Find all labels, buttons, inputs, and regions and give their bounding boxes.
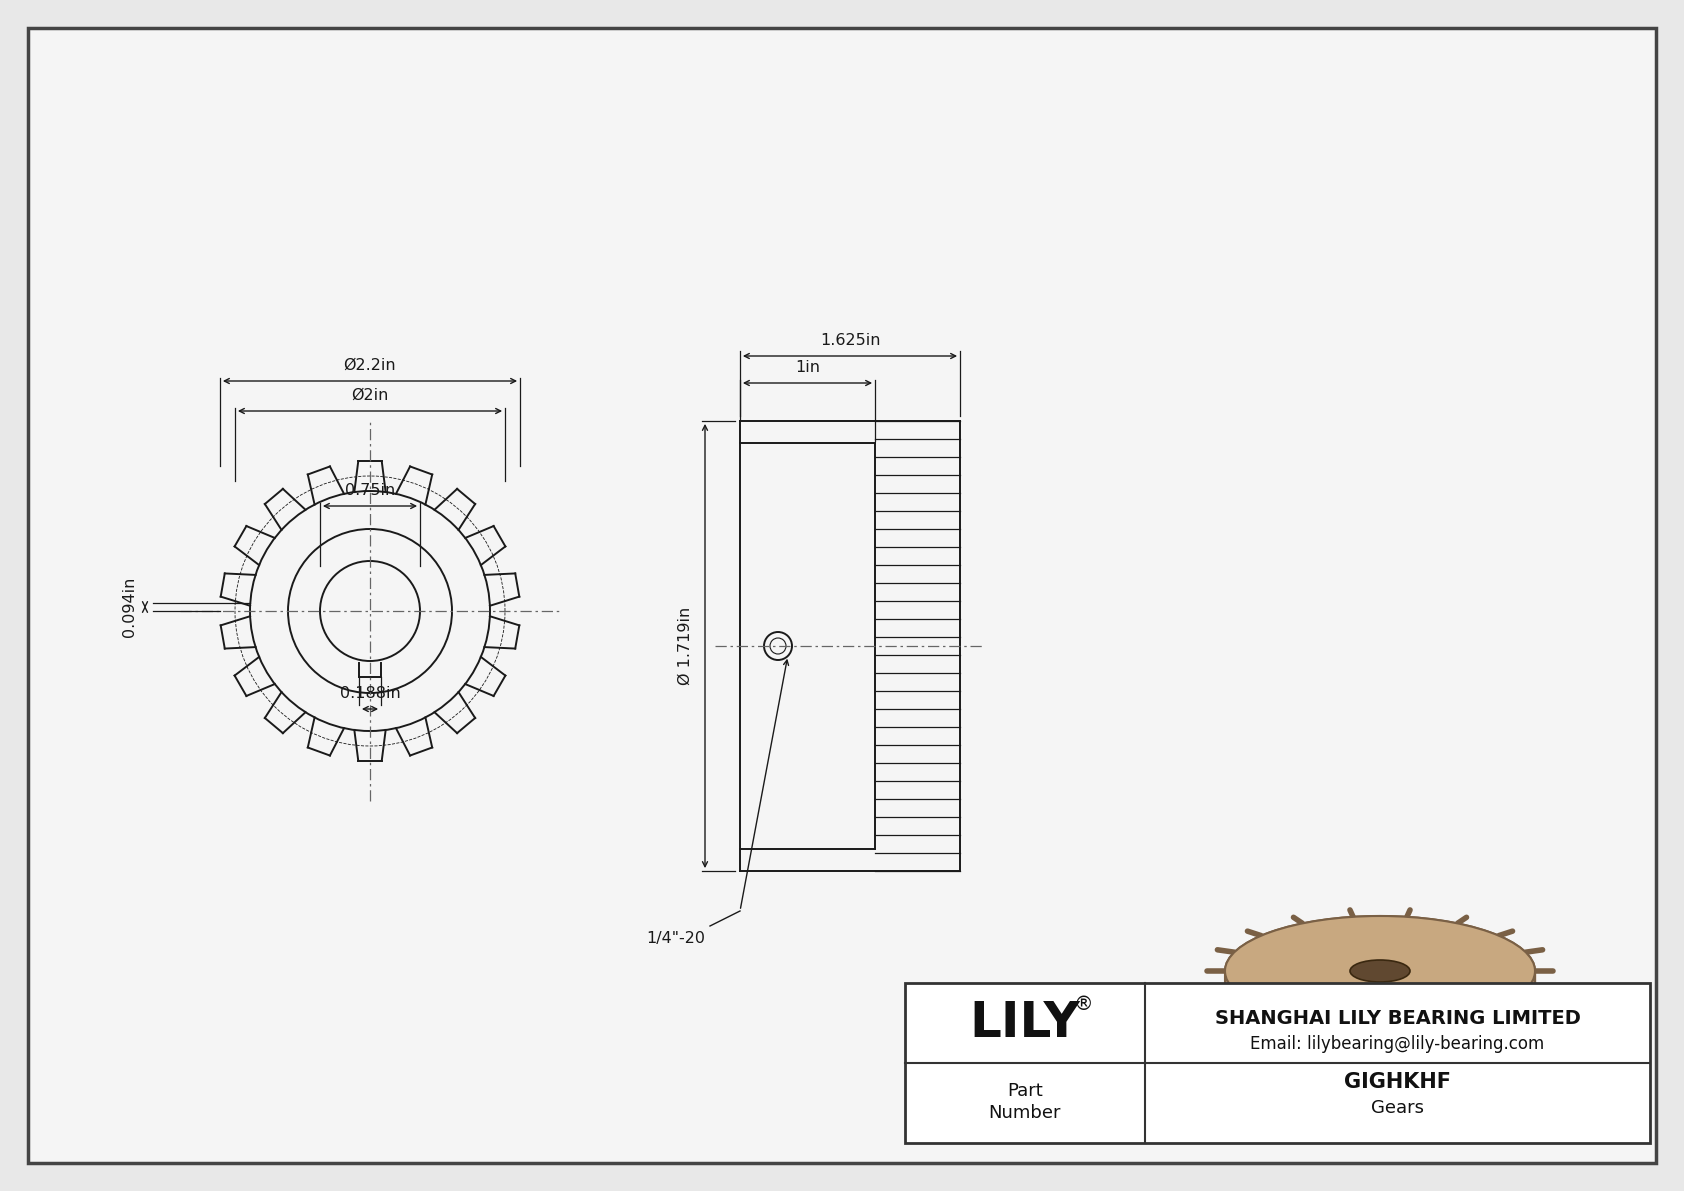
Ellipse shape bbox=[1224, 1016, 1536, 1125]
Bar bbox=[904, 983, 1650, 1143]
Text: 0.188in: 0.188in bbox=[340, 686, 401, 701]
Text: SHANGHAI LILY BEARING LIMITED: SHANGHAI LILY BEARING LIMITED bbox=[1214, 1009, 1581, 1028]
Circle shape bbox=[1511, 1016, 1521, 1025]
Text: Number: Number bbox=[989, 1104, 1061, 1122]
Text: Ø2in: Ø2in bbox=[352, 388, 389, 403]
Text: 0.094in: 0.094in bbox=[121, 576, 136, 637]
Text: GIGHKHF: GIGHKHF bbox=[1344, 1072, 1452, 1092]
Text: 0.75in: 0.75in bbox=[345, 484, 396, 498]
Ellipse shape bbox=[1224, 916, 1536, 1025]
Ellipse shape bbox=[1224, 916, 1536, 1025]
Text: 1in: 1in bbox=[795, 360, 820, 375]
Text: Ø 1.719in: Ø 1.719in bbox=[679, 607, 694, 685]
Text: ®: ® bbox=[1073, 996, 1093, 1015]
Text: Ø2.2in: Ø2.2in bbox=[344, 358, 396, 373]
Text: 1.625in: 1.625in bbox=[820, 333, 881, 348]
Text: Gears: Gears bbox=[1371, 1099, 1425, 1117]
Text: 1/4"-20: 1/4"-20 bbox=[647, 931, 706, 946]
Text: LILY: LILY bbox=[970, 999, 1081, 1047]
Text: Email: lilybearing@lily-bearing.com: Email: lilybearing@lily-bearing.com bbox=[1251, 1035, 1544, 1053]
Ellipse shape bbox=[1351, 960, 1410, 983]
Text: Part: Part bbox=[1007, 1081, 1042, 1100]
